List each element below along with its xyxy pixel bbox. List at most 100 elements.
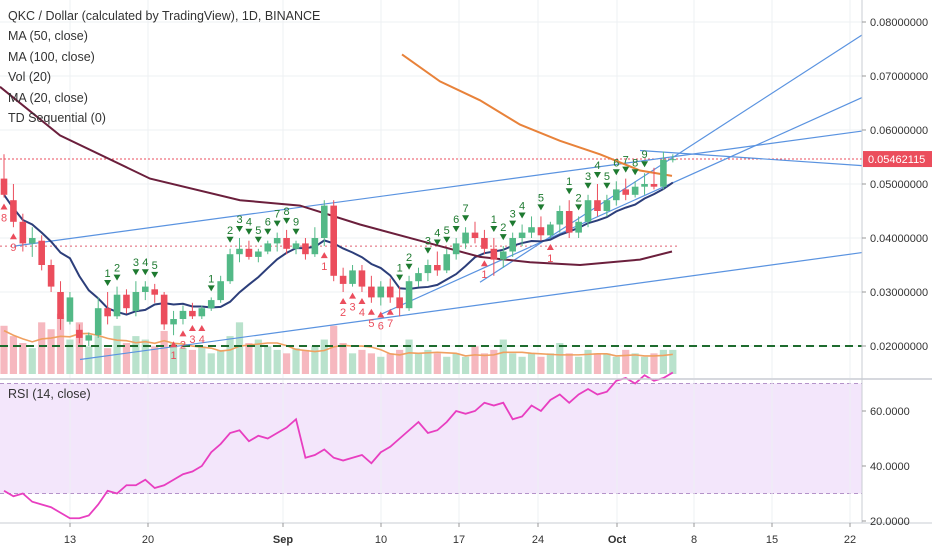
td-arrow-up bbox=[386, 308, 394, 315]
candle-body bbox=[302, 243, 309, 255]
td-count-label: 2 bbox=[576, 192, 582, 204]
td-count-label: 3 bbox=[510, 209, 516, 221]
candle-body bbox=[76, 329, 83, 338]
volume-bar bbox=[480, 353, 489, 374]
td-count-label: 7 bbox=[274, 209, 280, 221]
volume-bar bbox=[217, 349, 225, 374]
td-count-label: 9 bbox=[293, 217, 299, 229]
candle-body bbox=[509, 238, 516, 252]
volume-bar bbox=[56, 313, 65, 374]
td-count-label: 1 bbox=[170, 350, 176, 362]
candle-body bbox=[255, 251, 262, 257]
symbol-title[interactable]: QKC / Dollar (calculated by TradingView)… bbox=[8, 9, 321, 23]
volume-bar bbox=[405, 339, 413, 374]
candle-body bbox=[358, 270, 366, 287]
td-count-label: 7 bbox=[387, 318, 393, 330]
rsi-tick-label: 40.0000 bbox=[870, 461, 910, 473]
td-arrow-down bbox=[443, 236, 451, 243]
candle-body bbox=[396, 297, 403, 309]
x-tick-label: 8 bbox=[691, 534, 697, 546]
candle-body bbox=[236, 248, 243, 255]
trend-line bbox=[379, 97, 863, 316]
volume-bar bbox=[461, 356, 470, 374]
candle-body bbox=[104, 308, 111, 317]
volume-bar bbox=[113, 325, 121, 374]
candle-body bbox=[462, 232, 469, 244]
td-arrow-up bbox=[546, 244, 554, 250]
td-count-label: 7 bbox=[623, 155, 629, 167]
td-count-label: 2 bbox=[227, 225, 233, 237]
td-arrow-down bbox=[499, 234, 507, 241]
td-arrow-down bbox=[603, 182, 611, 189]
volume-bar bbox=[198, 346, 206, 374]
td-count-label: 4 bbox=[199, 334, 205, 346]
candle-body bbox=[481, 238, 488, 249]
td-arrow-up bbox=[198, 325, 206, 331]
candle-body bbox=[443, 254, 451, 271]
ma100-line bbox=[401, 53, 673, 177]
legend-ma100[interactable]: MA (100, close) bbox=[8, 49, 95, 64]
volume-bar bbox=[386, 353, 394, 374]
volume-bar bbox=[226, 336, 234, 374]
candle-body bbox=[594, 200, 601, 211]
candle-body bbox=[19, 221, 27, 244]
volume-bar bbox=[414, 353, 423, 374]
volume-bar bbox=[424, 349, 432, 374]
trend-line bbox=[639, 149, 863, 167]
td-arrow-up bbox=[367, 308, 375, 315]
volume-bar bbox=[593, 353, 602, 374]
volume-bar bbox=[264, 346, 272, 374]
candle-body bbox=[151, 289, 159, 295]
td-arrow-down bbox=[264, 228, 272, 235]
volume-bar bbox=[367, 353, 375, 374]
y-tick-label: 0.04000000 bbox=[870, 233, 928, 245]
volume-bar bbox=[66, 339, 74, 374]
td-arrow-up bbox=[320, 252, 328, 259]
candle-body bbox=[339, 275, 347, 284]
volume-bar bbox=[179, 348, 187, 374]
volume-bar bbox=[348, 353, 357, 374]
volume-bar bbox=[358, 349, 366, 374]
candle-body bbox=[10, 200, 17, 222]
volume-bar bbox=[612, 356, 620, 374]
legend-vol[interactable]: Vol (20) bbox=[8, 70, 52, 85]
last-price-label: 0.05462115 bbox=[868, 154, 925, 166]
candle-body bbox=[368, 286, 375, 298]
volume-bar bbox=[301, 349, 310, 374]
td-count-label: 4 bbox=[359, 307, 365, 319]
td-count-label: 3 bbox=[425, 236, 431, 248]
td-arrow-down bbox=[518, 212, 526, 219]
td-count-label: 2 bbox=[406, 252, 412, 264]
legend-ma20[interactable]: MA (20, close) bbox=[8, 90, 88, 105]
volume-bar bbox=[160, 330, 168, 374]
volume-bar bbox=[38, 322, 46, 374]
td-count-label: 3 bbox=[189, 334, 195, 346]
volume-bar bbox=[433, 353, 441, 374]
candle-body bbox=[113, 294, 121, 317]
td-arrow-down bbox=[433, 239, 441, 246]
candle-body bbox=[650, 184, 658, 187]
td-arrow-down bbox=[537, 204, 545, 211]
x-tick-label: Oct bbox=[608, 534, 627, 546]
candle-body bbox=[518, 232, 526, 238]
td-count-label: 6 bbox=[453, 214, 459, 226]
td-count-label: 3 bbox=[585, 171, 591, 183]
td-arrow-down bbox=[283, 217, 291, 224]
legend-ma50[interactable]: MA (50, close) bbox=[8, 29, 88, 44]
candle-body bbox=[123, 294, 130, 309]
candle-body bbox=[226, 254, 234, 282]
td-arrow-up bbox=[9, 233, 17, 240]
volume-bar bbox=[85, 346, 93, 374]
td-arrow-down bbox=[462, 215, 470, 222]
td-arrow-down bbox=[593, 172, 601, 178]
chart-legend: QKC / Dollar (calculated by TradingView)… bbox=[8, 6, 320, 128]
volume-bar bbox=[151, 346, 159, 374]
td-arrow-up bbox=[170, 341, 178, 348]
legend-td-sequential[interactable]: TD Sequential (0) bbox=[8, 111, 106, 126]
volume-bar bbox=[584, 349, 592, 374]
td-count-label: 6 bbox=[378, 321, 384, 333]
ma50-line bbox=[0, 86, 673, 267]
td-count-label: 6 bbox=[613, 157, 619, 169]
rsi-legend[interactable]: RSI (14, close) bbox=[8, 387, 91, 401]
